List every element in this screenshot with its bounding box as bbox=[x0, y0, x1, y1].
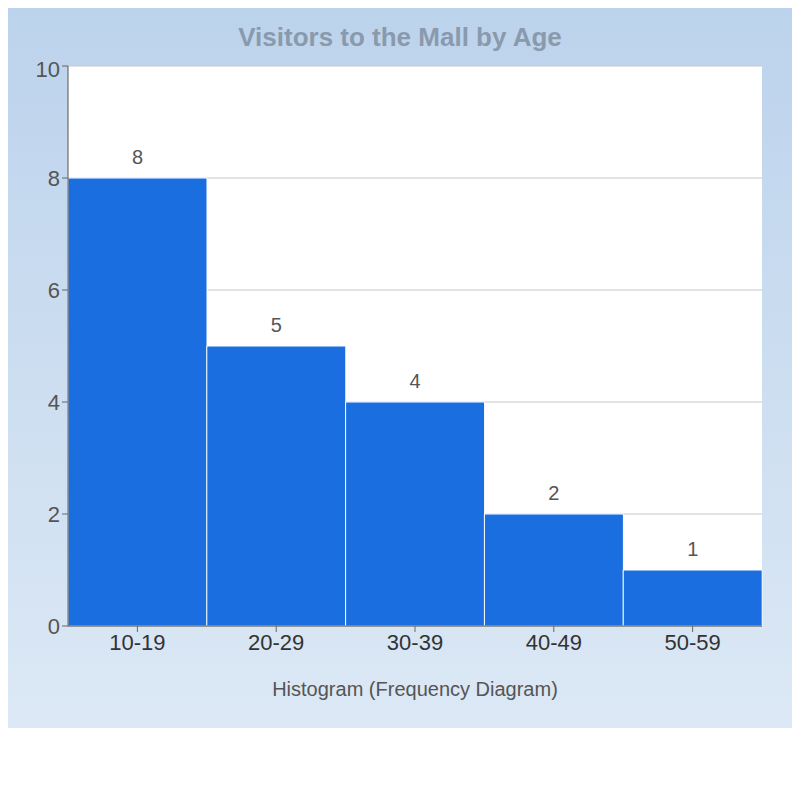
svg-text:1: 1 bbox=[687, 538, 698, 560]
svg-text:30-39: 30-39 bbox=[387, 630, 443, 655]
svg-text:2: 2 bbox=[48, 502, 60, 527]
svg-text:50-59: 50-59 bbox=[664, 630, 720, 655]
svg-text:4: 4 bbox=[410, 370, 421, 392]
svg-text:5: 5 bbox=[271, 314, 282, 336]
svg-text:20-29: 20-29 bbox=[248, 630, 304, 655]
svg-text:40-49: 40-49 bbox=[526, 630, 582, 655]
html-text:Visitors to the Mall by Age: Visitors to the Mall by Age bbox=[238, 22, 562, 52]
svg-text:10-19: 10-19 bbox=[109, 630, 165, 655]
svg-text:10: 10 bbox=[36, 57, 60, 82]
svg-text:Histogram (Frequency Diagram): Histogram (Frequency Diagram) bbox=[272, 678, 558, 700]
svg-text:8: 8 bbox=[132, 146, 143, 168]
svg-text:2: 2 bbox=[548, 482, 559, 504]
svg-text:4: 4 bbox=[48, 390, 60, 415]
svg-text:8: 8 bbox=[48, 166, 60, 191]
svg-text:6: 6 bbox=[48, 278, 60, 303]
svg-text:0: 0 bbox=[48, 614, 60, 639]
